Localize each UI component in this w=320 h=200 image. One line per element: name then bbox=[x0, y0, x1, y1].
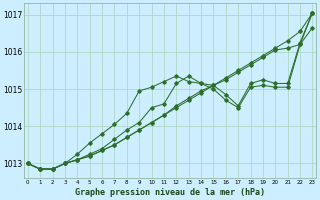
X-axis label: Graphe pression niveau de la mer (hPa): Graphe pression niveau de la mer (hPa) bbox=[75, 188, 265, 197]
